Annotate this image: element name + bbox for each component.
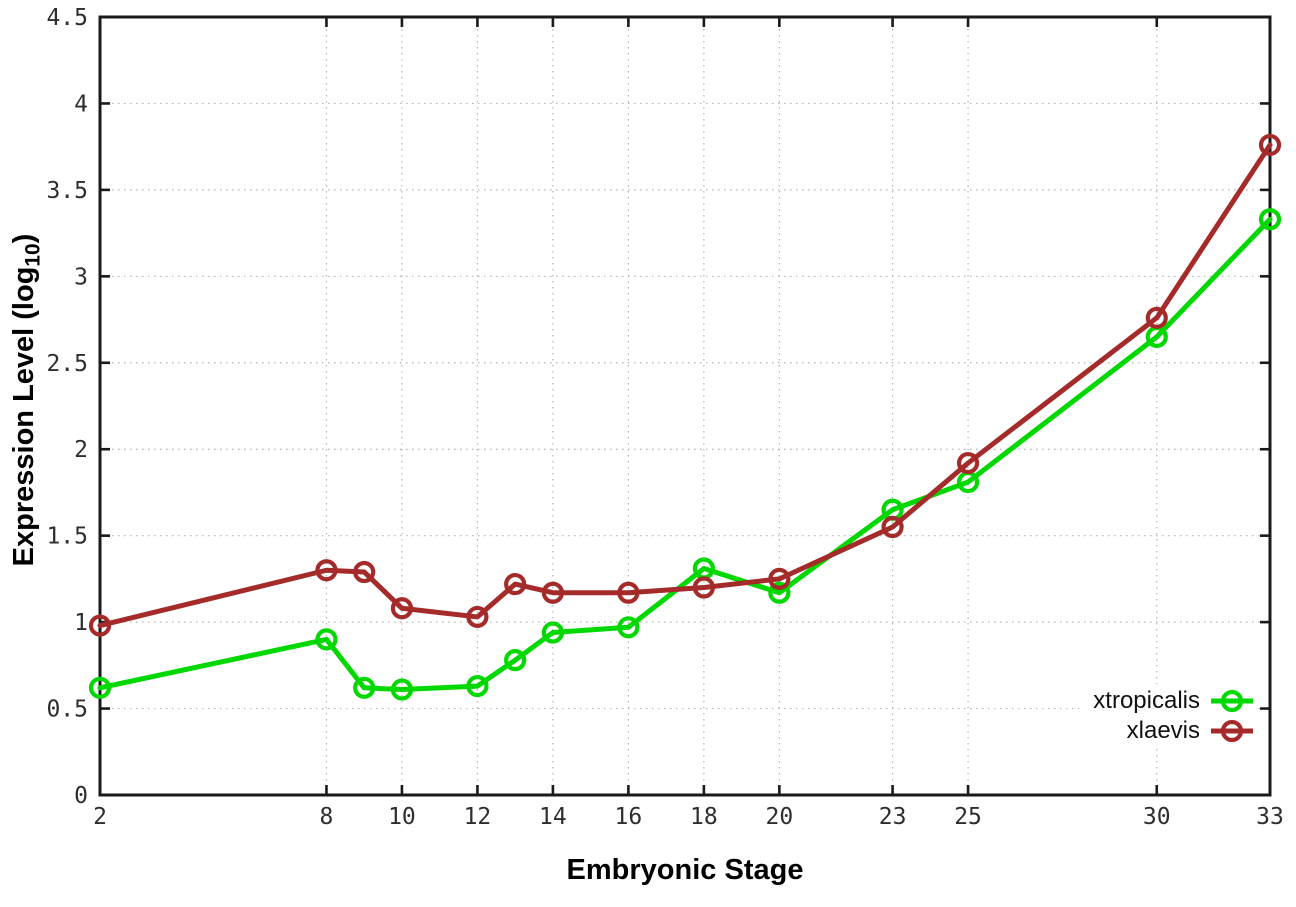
y-axis-title-text: Expression Level (log	[8, 266, 40, 567]
data-point-xlaevis-18	[692, 576, 715, 599]
y-axis-title-close: )	[8, 233, 40, 244]
y-tick-label-0.5: 0.5	[46, 697, 88, 723]
plot-border	[98, 15, 1272, 797]
legend-circle-xlaevis	[1220, 719, 1244, 743]
y-tick-label-0: 0	[74, 783, 88, 809]
data-point-xtropicalis-16	[617, 616, 640, 639]
data-point-xtropicalis-13	[504, 649, 527, 672]
data-point-xtropicalis-14	[541, 621, 565, 644]
x-tick-label-2: 2	[93, 804, 107, 830]
data-point-xtropicalis-20	[768, 581, 791, 604]
data-point-xtropicalis-2	[88, 676, 112, 699]
legend-marker-xlaevis	[1211, 719, 1253, 743]
x-tick-label-33: 33	[1256, 804, 1284, 830]
legend-label-xlaevis: xlaevis	[1126, 717, 1200, 744]
data-point-xtropicalis-12	[466, 674, 489, 698]
y-axis-title-subscript: 10	[21, 243, 45, 267]
y-tick-label-1.5: 1.5	[46, 524, 88, 550]
data-point-xtropicalis-33	[1258, 208, 1282, 231]
y-tick-label-1: 1	[74, 610, 88, 636]
data-point-xlaevis-2	[88, 614, 112, 637]
data-point-xtropicalis-8	[315, 628, 338, 651]
x-tick-label-10: 10	[388, 804, 416, 830]
data-point-xlaevis-30	[1145, 306, 1168, 329]
data-point-xlaevis-13	[504, 572, 527, 596]
y-tick-label-3: 3	[74, 264, 88, 290]
x-tick-label-20: 20	[766, 804, 794, 830]
x-tick-label-18: 18	[690, 804, 718, 830]
x-tick-label-8: 8	[320, 804, 334, 830]
data-point-xlaevis-14	[541, 581, 565, 604]
series-line-xtropicalis	[97, 216, 1273, 693]
y-tick-label-4.5: 4.5	[46, 5, 88, 31]
data-point-xlaevis-16	[617, 581, 640, 604]
data-point-xlaevis-23	[881, 515, 904, 539]
data-point-xlaevis-25	[956, 451, 980, 475]
y-axis-title: Expression Level (log10)	[8, 234, 45, 567]
data-point-xlaevis-8	[315, 559, 338, 582]
data-point-xlaevis-20	[768, 567, 791, 590]
x-axis-title: Embryonic Stage	[566, 854, 804, 886]
data-point-xlaevis-9	[353, 560, 376, 584]
y-tick-label-4: 4	[74, 91, 88, 117]
data-point-xlaevis-10	[390, 597, 414, 620]
data-point-xtropicalis-9	[353, 676, 376, 699]
data-point-xlaevis-12	[466, 605, 489, 629]
x-tick-label-16: 16	[615, 804, 643, 830]
x-tick-label-25: 25	[954, 804, 982, 830]
legend-item-xlaevis: xlaevis	[1093, 716, 1255, 746]
data-point-xlaevis-33	[1258, 133, 1282, 157]
x-tick-label-14: 14	[539, 804, 567, 830]
y-tick-label-2.5: 2.5	[46, 351, 88, 377]
y-tick-label-3.5: 3.5	[46, 178, 88, 204]
legend: xtropicalis xlaevis	[1079, 684, 1255, 748]
x-tick-label-23: 23	[879, 804, 907, 830]
legend-label-xtropicalis: xtropicalis	[1093, 687, 1200, 714]
legend-item-xtropicalis: xtropicalis	[1093, 686, 1255, 716]
x-tick-label-12: 12	[464, 804, 492, 830]
legend-circle-xtropicalis	[1220, 689, 1244, 713]
x-tick-label-30: 30	[1143, 804, 1171, 830]
legend-marker-xtropicalis	[1211, 689, 1253, 713]
y-tick-label-2: 2	[74, 437, 88, 463]
data-point-xtropicalis-10	[390, 678, 414, 701]
